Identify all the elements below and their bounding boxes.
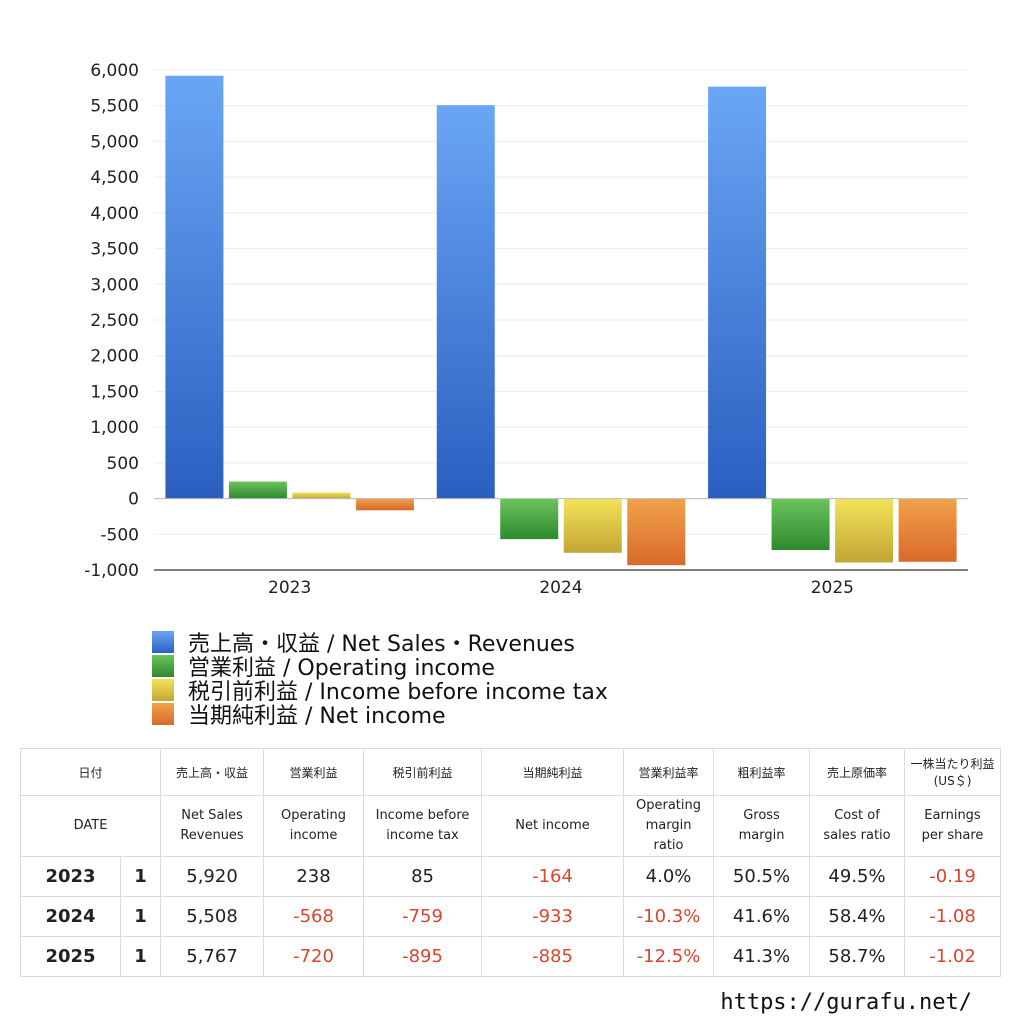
legend-swatch: [152, 679, 174, 701]
table-cell: 85: [363, 856, 483, 897]
table-cell: -164: [481, 856, 625, 897]
table-row-year: 2024: [20, 896, 121, 937]
table-header-cell: Cost of sales ratio: [809, 795, 906, 857]
table-cell: -720: [263, 936, 365, 977]
table-cell: -885: [481, 936, 625, 977]
chart-legend: 売上高・収益 / Net Sales・Revenues 営業利益 / Opera…: [152, 630, 608, 729]
x-tick-label: 2024: [539, 578, 582, 598]
table-row: 2024 1 5,508 -568 -759 -933 -10.3% 41.6% 58.4% -1…: [20, 896, 1002, 937]
bar-2025-series-0: [708, 86, 767, 499]
table-header-cell: 税引前利益: [363, 748, 483, 796]
table-cell: -10.3%: [623, 896, 715, 937]
table-header-cell: Net income: [481, 795, 625, 857]
table-header-cell: Gross margin: [713, 795, 811, 857]
table-cell: -895: [363, 936, 483, 977]
table-header-cell: 粗利益率: [713, 748, 811, 796]
bar-chart: 6,000 5,500 5,000 4,500 4,000 3,500 3,000 2,500…: [84, 61, 968, 598]
table-header-cell: 営業利益率: [623, 748, 715, 796]
bar-2024-series-1: [500, 498, 559, 540]
table-cell: -0.19: [904, 856, 1002, 897]
legend-swatch: [152, 655, 174, 677]
table-header-cell: 売上高・収益: [160, 748, 265, 796]
bar-2025-series-1: [771, 498, 830, 550]
table-cell: 5,508: [160, 896, 265, 937]
table-cell: 41.6%: [713, 896, 811, 937]
legend-label: 営業利益 / Operating income: [188, 656, 495, 681]
table-header-cell: 一株当たり利益 (US＄): [904, 748, 1002, 796]
table-cell: 49.5%: [809, 856, 906, 897]
table-cell: 50.5%: [713, 856, 811, 897]
bar-2025-series-2: [835, 498, 894, 563]
table-header-cell: Earnings per share: [904, 795, 1002, 857]
table-cell: 1: [119, 856, 162, 897]
legend-item-income-before-tax: 税引前利益 / Income before income tax: [152, 678, 608, 705]
table-row-year: 2023: [20, 856, 121, 897]
y-tick-label: 1,000: [90, 418, 139, 438]
y-tick-label: 6,000: [90, 61, 139, 81]
header-row-japanese: 日付 売上高・収益 営業利益 税引前利益 当期純利益 営業利益率 粗利益率 売上原価率 一株当た…: [19, 748, 1002, 796]
table-cell: -1.08: [904, 896, 1002, 937]
bar-2023-series-1: [228, 481, 287, 499]
legend-swatch: [152, 631, 174, 653]
source-url: https://gurafu.net/: [720, 990, 972, 1015]
y-tick-label: -1,000: [84, 561, 139, 581]
table-cell: -12.5%: [623, 936, 715, 977]
x-tick-label: 2025: [811, 578, 854, 598]
table-row-year: 2025: [20, 936, 121, 977]
table-cell: 5,767: [160, 936, 265, 977]
legend-label: 税引前利益 / Income before income tax: [188, 680, 608, 705]
table-header-cell: Income before income tax: [363, 795, 483, 857]
y-tick-label: 3,500: [90, 240, 139, 260]
table-cell: 238: [263, 856, 365, 897]
y-tick-label: 4,500: [90, 168, 139, 188]
table-cell: -759: [363, 896, 483, 937]
table-cell: 58.4%: [809, 896, 906, 937]
header-row-english: DATE Net Sales Revenues Operating income In…: [19, 795, 1002, 857]
legend-label: 売上高・収益 / Net Sales・Revenues: [188, 632, 575, 657]
table-header-cell: 営業利益: [263, 748, 365, 796]
table-cell: 58.7%: [809, 936, 906, 977]
table-header-cell: DATE: [19, 795, 162, 857]
legend-item-net-income: 当期純利益 / Net income: [152, 702, 608, 729]
bar-2024-series-3: [627, 498, 686, 566]
bar-2023-series-0: [165, 75, 224, 499]
table-cell: 41.3%: [713, 936, 811, 977]
bar-2024-series-0: [436, 105, 495, 499]
y-tick-label: 3,000: [90, 275, 139, 295]
legend-label: 当期純利益 / Net income: [188, 704, 446, 729]
financial-table: 日付 売上高・収益 営業利益 税引前利益 当期純利益 営業利益率 粗利益率 売上原価率 一株当た…: [19, 748, 1002, 977]
bar-2023-series-2: [292, 492, 351, 499]
y-tick-label: 500: [107, 454, 139, 474]
table-header-cell: Operating margin ratio: [623, 795, 715, 857]
x-tick-label: 2023: [268, 578, 311, 598]
table-header-cell: Net Sales Revenues: [160, 795, 265, 857]
y-tick-label: 4,000: [90, 204, 139, 224]
y-tick-label: 2,000: [90, 347, 139, 367]
legend-swatch: [152, 703, 174, 725]
y-tick-label: 5,500: [90, 97, 139, 117]
y-tick-label: 2,500: [90, 311, 139, 331]
table-cell: 4.0%: [623, 856, 715, 897]
bar-2023-series-3: [355, 498, 414, 511]
table-header-cell: 売上原価率: [809, 748, 906, 796]
y-tick-label: -500: [100, 525, 139, 545]
legend-item-operating-income: 営業利益 / Operating income: [152, 654, 608, 681]
table-row: 2025 1 5,767 -720 -895 -885 -12.5% 41.3% 58.7% -1…: [20, 936, 1002, 977]
table-cell: -1.02: [904, 936, 1002, 977]
table-cell: 1: [119, 896, 162, 937]
bar-2025-series-3: [898, 498, 957, 562]
table-row: 2023 1 5,920 238 85 -164 4.0% 50.5% 49.5% -0.19: [20, 856, 1002, 897]
bar-2024-series-2: [563, 498, 622, 553]
y-tick-label: 5,000: [90, 132, 139, 152]
table-header-cell: 当期純利益: [481, 748, 625, 796]
table-cell: 1: [119, 936, 162, 977]
y-tick-label: 1,500: [90, 382, 139, 402]
table-cell: -933: [481, 896, 625, 937]
table-cell: -568: [263, 896, 365, 937]
table-cell: 5,920: [160, 856, 265, 897]
legend-item-net-sales: 売上高・収益 / Net Sales・Revenues: [152, 630, 608, 657]
table-header-cell: 日付: [19, 748, 162, 796]
table-header-cell: Operating income: [263, 795, 365, 857]
y-tick-label: 0: [128, 490, 139, 510]
